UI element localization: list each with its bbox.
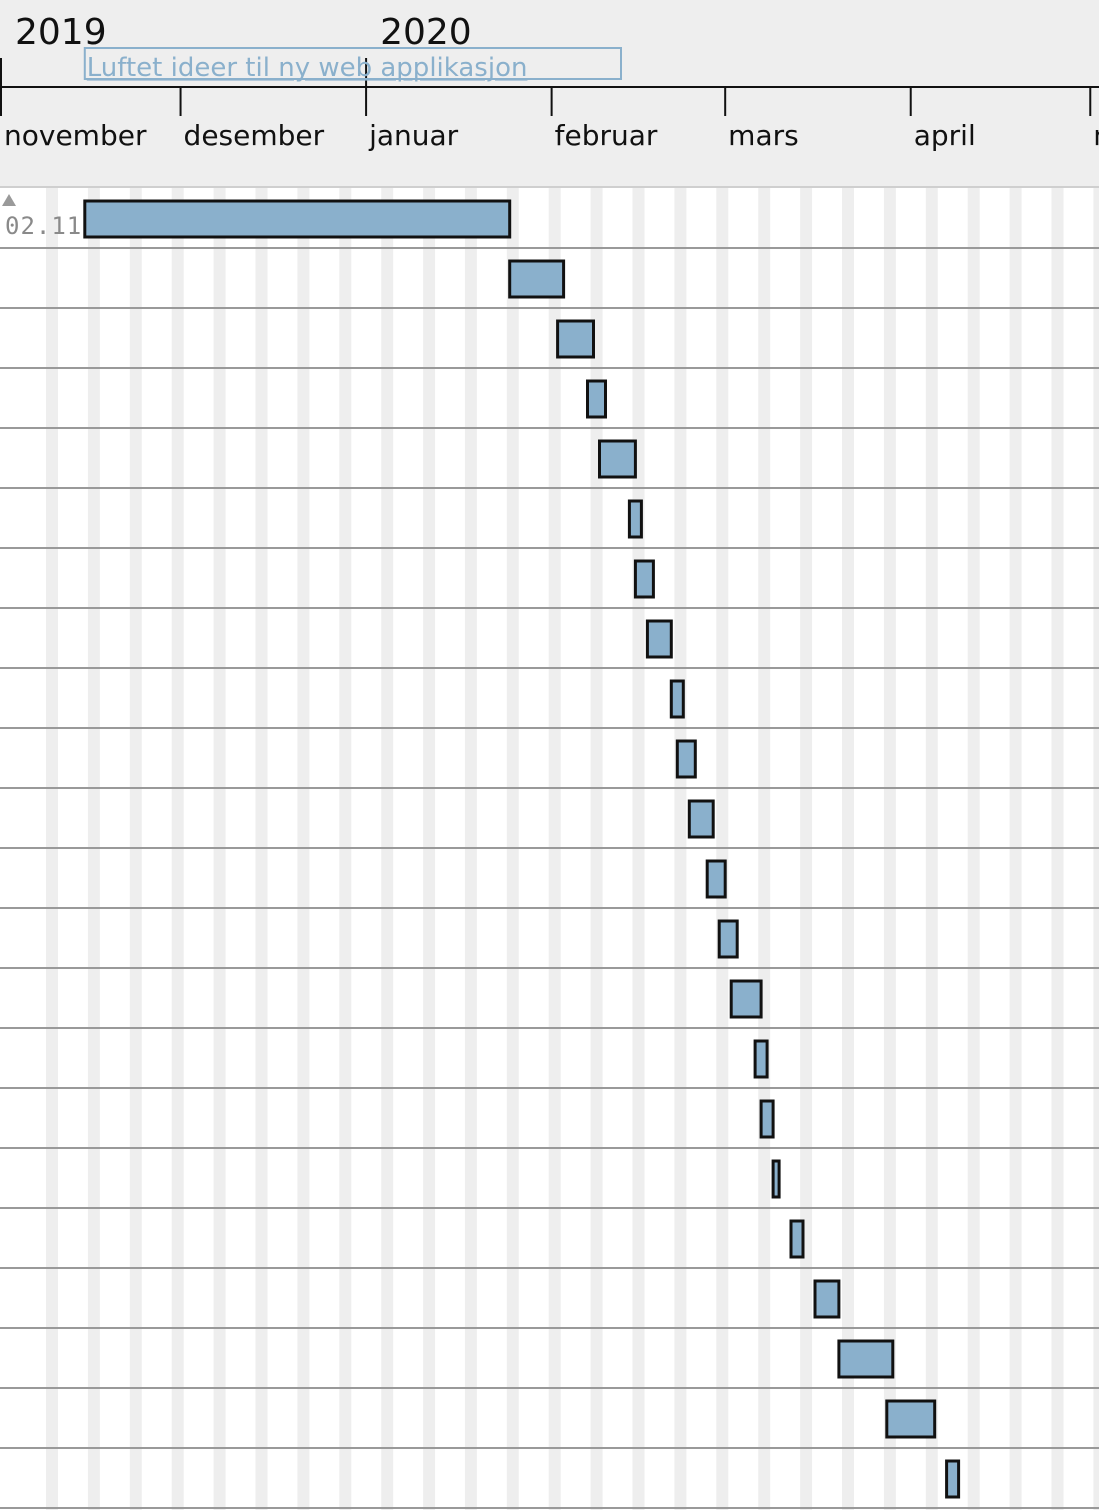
year-label: 2019 [15,12,107,53]
task-bar [771,1159,781,1199]
month-label: m [1093,119,1099,152]
task-bar [83,199,512,239]
task-bar [675,739,697,779]
task-bar [729,979,763,1019]
task-bar [813,1279,841,1319]
task-bar [586,379,607,419]
task-hover-label: Luftet ideer til ny web applikasjon [87,53,528,83]
task-bar [633,559,655,599]
month-label: april [914,119,976,152]
task-bar [945,1459,961,1499]
start-marker-icon [2,194,16,206]
task-bar [556,319,595,359]
task-bar [687,799,715,839]
timeline-header: 2019 2020 november desember januar februar mar… [0,0,1099,186]
task-bar [789,1219,805,1259]
task-bar [705,859,727,899]
header-background [0,0,1099,186]
task-bar [598,439,637,479]
task-bar [645,619,673,659]
month-label: desember [184,119,325,152]
month-label: november [4,119,147,152]
task-bars: 02.11.19 [2,194,961,1499]
task-bar [508,259,566,299]
year-label: 2020 [380,12,472,53]
month-label: februar [555,119,658,152]
task-bar [627,499,643,539]
task-bar [717,919,739,959]
row-separators [0,186,1099,1509]
task-bar [837,1339,895,1379]
task-bar [885,1399,937,1439]
month-label: januar [368,119,459,152]
task-bar [759,1099,775,1139]
month-label: mars [728,119,799,152]
task-bar [753,1039,769,1079]
task-hover-box [83,47,623,80]
task-bar [669,679,685,719]
